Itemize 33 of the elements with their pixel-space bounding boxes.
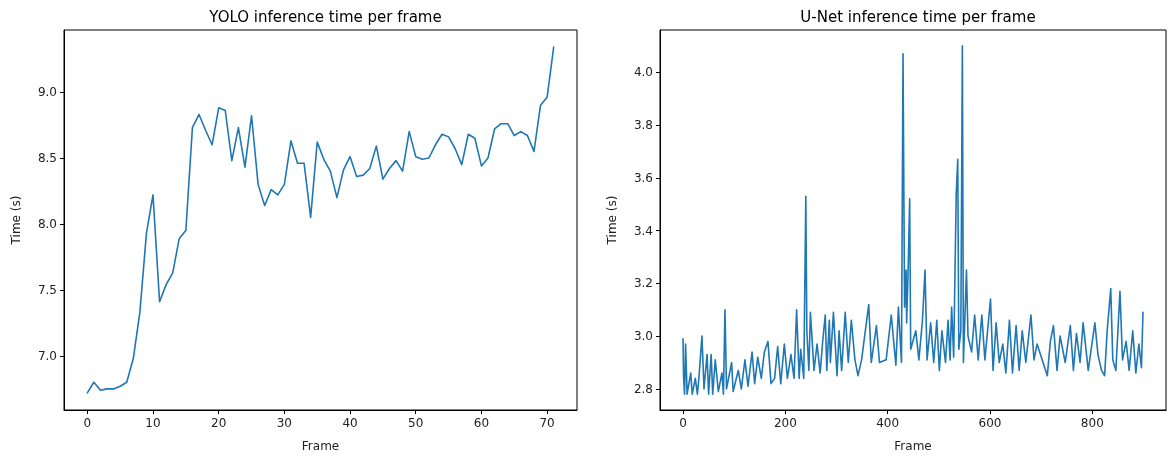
chart-title: U-Net inference time per frame [800, 7, 1036, 26]
y-tick-label: 2.8 [633, 381, 653, 396]
y-tick-label: 8.0 [37, 216, 57, 231]
y-tick-label: 3.6 [633, 170, 653, 185]
y-axis-title: Time (s) [9, 195, 23, 246]
x-tick-label: 400 [876, 416, 900, 430]
line-series [86, 46, 555, 394]
x-tick-label: 60 [473, 416, 490, 430]
x-tick-label: 10 [145, 416, 161, 430]
x-tick-label: 20 [211, 416, 227, 430]
x-tick-label: 50 [408, 416, 424, 430]
y-tick-label: 8.5 [37, 150, 57, 165]
y-tick-label: 3.4 [633, 223, 653, 238]
x-tick-label: 600 [978, 416, 1002, 430]
x-tick-label: 70 [539, 416, 555, 430]
y-tick-label: 4.0 [633, 65, 653, 80]
x-tick-label: 0 [679, 416, 687, 430]
y-tick-label: 3.2 [633, 276, 653, 291]
line-series [682, 45, 1144, 395]
x-tick-label: 200 [773, 416, 797, 430]
x-tick-label: 800 [1080, 416, 1104, 430]
y-tick-label: 3.8 [633, 118, 653, 132]
x-tick-label: 40 [342, 416, 358, 430]
chart-title: YOLO inference time per frame [208, 7, 442, 26]
y-tick-label: 9.0 [37, 85, 57, 100]
y-axis-title: Time (s) [605, 195, 619, 246]
y-tick-label: 7.5 [37, 282, 57, 297]
x-axis-title: Frame [301, 439, 340, 453]
x-tick-label: 30 [276, 416, 293, 430]
x-axis-title: Frame [894, 439, 932, 453]
y-tick-label: 3.0 [633, 329, 653, 344]
y-tick-label: 7.0 [37, 348, 57, 363]
x-tick-label: 0 [83, 416, 92, 430]
